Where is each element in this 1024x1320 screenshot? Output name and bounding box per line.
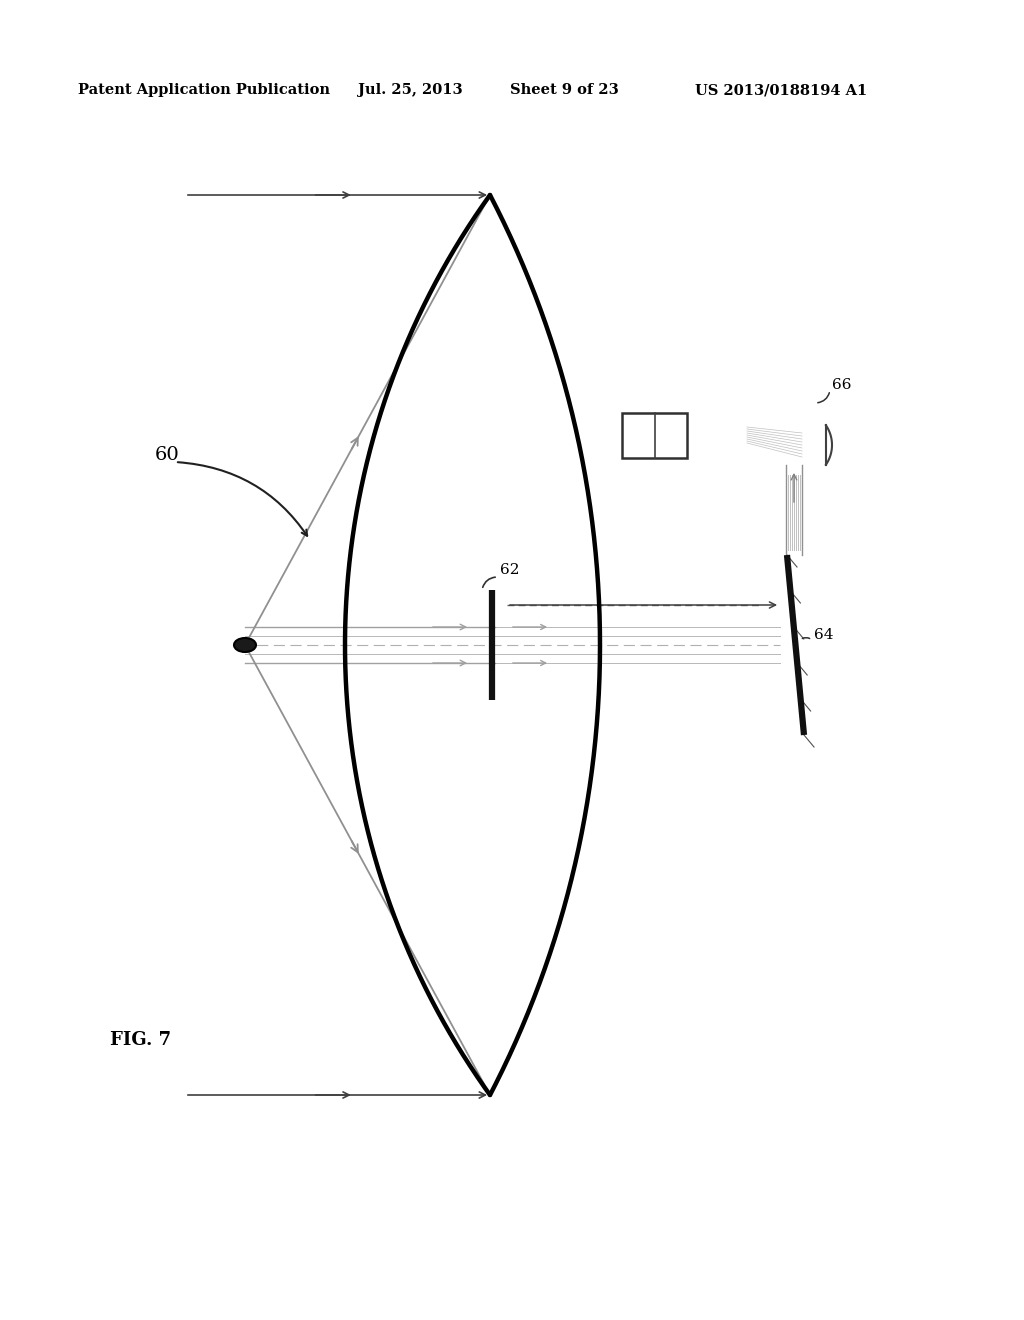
Text: 66: 66 [831, 378, 852, 392]
Ellipse shape [234, 638, 256, 652]
Text: Patent Application Publication: Patent Application Publication [78, 83, 330, 96]
Text: FIG. 7: FIG. 7 [110, 1031, 171, 1049]
Text: 62: 62 [500, 564, 519, 577]
Text: Jul. 25, 2013: Jul. 25, 2013 [358, 83, 463, 96]
Text: 64: 64 [814, 628, 834, 642]
Text: 60: 60 [155, 446, 180, 465]
Text: US 2013/0188194 A1: US 2013/0188194 A1 [695, 83, 867, 96]
Bar [622, 412, 687, 458]
Text: Sheet 9 of 23: Sheet 9 of 23 [510, 83, 618, 96]
